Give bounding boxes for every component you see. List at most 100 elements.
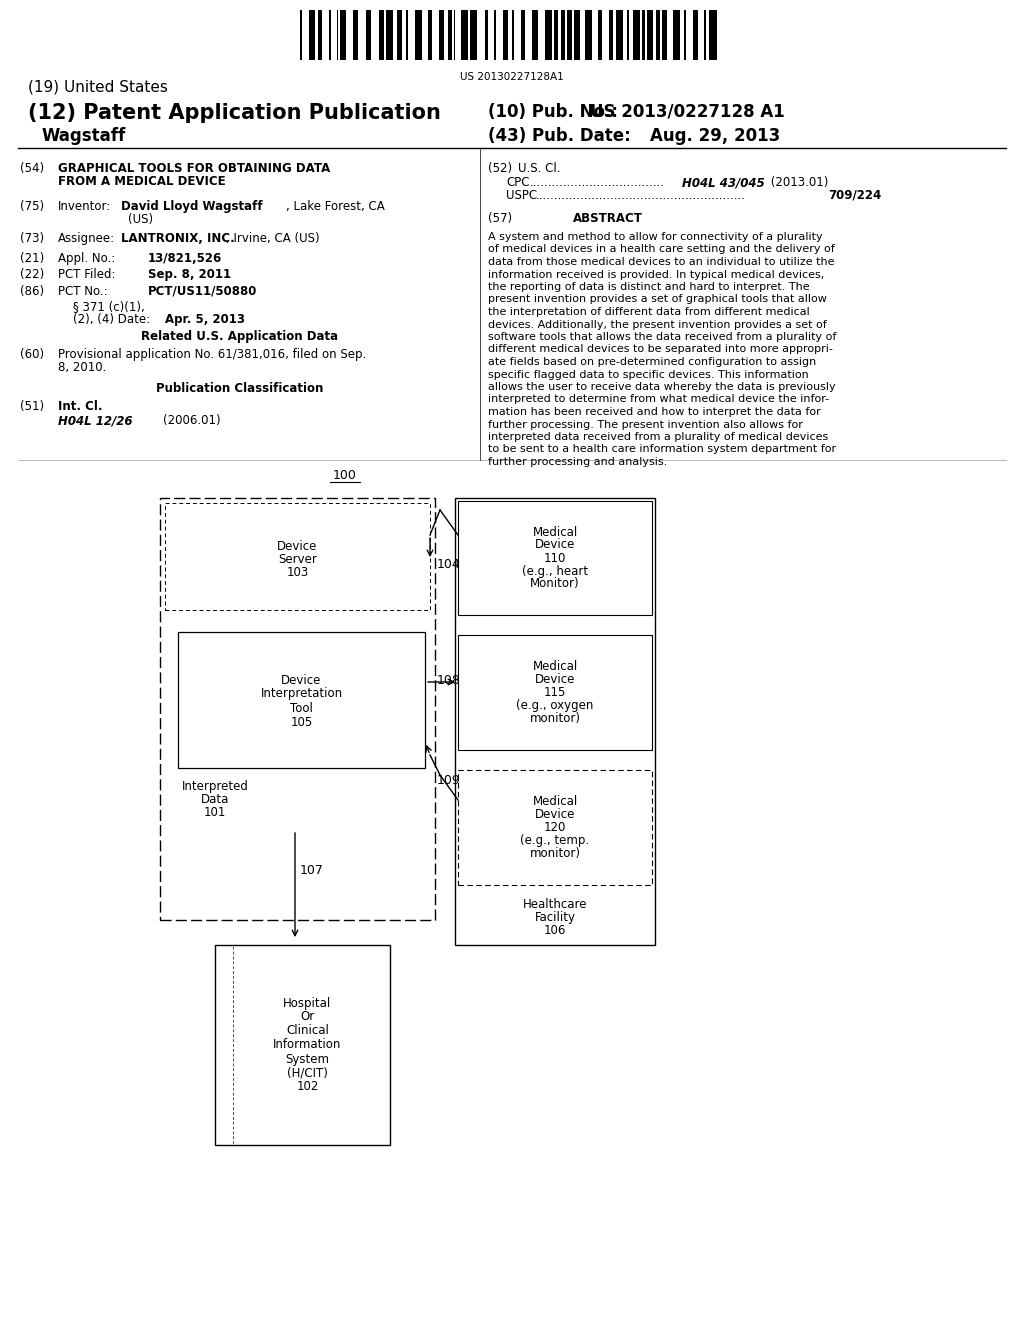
Text: 8, 2010.: 8, 2010. [58,360,106,374]
Text: (10) Pub. No.:: (10) Pub. No.: [488,103,618,121]
Text: (2006.01): (2006.01) [163,414,220,426]
Text: data from those medical devices to an individual to utilize the: data from those medical devices to an in… [488,257,835,267]
Text: Appl. No.:: Appl. No.: [58,252,116,265]
Text: (21): (21) [20,252,44,265]
Text: Device: Device [278,540,317,553]
Text: Device: Device [535,539,575,552]
Bar [642,11,645,59]
Text: (12) Patent Application Publication: (12) Patent Application Publication [28,103,441,123]
Text: Clinical: Clinical [286,1024,329,1038]
Text: § 371 (c)(1),: § 371 (c)(1), [73,300,144,313]
Text: Information: Information [273,1039,342,1052]
Bar [710,11,717,59]
Text: ate fields based on pre-determined configuration to assign: ate fields based on pre-determined confi… [488,356,816,367]
Bar [627,11,629,59]
Text: 104: 104 [437,558,461,572]
Bar [353,11,358,59]
Bar [554,11,558,59]
Text: Medical: Medical [532,525,578,539]
Text: Sep. 8, 2011: Sep. 8, 2011 [148,268,231,281]
Bar [340,11,346,59]
Text: LANTRONIX, INC.: LANTRONIX, INC. [121,232,234,246]
Bar [574,11,580,59]
Bar [449,11,452,59]
Text: US 20130227128A1: US 20130227128A1 [460,73,564,82]
Text: Publication Classification: Publication Classification [157,381,324,395]
Text: H04L 12/26: H04L 12/26 [58,414,132,426]
Bar [318,11,322,59]
Bar [337,11,338,59]
Text: Apr. 5, 2013: Apr. 5, 2013 [165,313,245,326]
Text: , Irvine, CA (US): , Irvine, CA (US) [226,232,319,246]
Bar [503,11,508,59]
Text: Medical: Medical [532,660,578,673]
Text: (51): (51) [20,400,44,413]
Text: interpreted data received from a plurality of medical devices: interpreted data received from a plurali… [488,432,828,442]
Text: (52): (52) [488,162,512,176]
Text: (60): (60) [20,348,44,360]
Text: ........................................................: ........................................… [536,189,746,202]
Text: ABSTRACT: ABSTRACT [573,213,643,224]
Text: (86): (86) [20,285,44,298]
Bar [684,11,686,59]
Text: ....................................: .................................... [530,176,665,189]
Bar [585,11,593,59]
Text: David Lloyd Wagstaff: David Lloyd Wagstaff [121,201,262,213]
Text: 109: 109 [437,774,461,787]
Bar [662,11,668,59]
Bar [458,502,652,615]
Text: Device: Device [535,673,575,686]
Text: (22): (22) [20,268,44,281]
Bar [215,945,390,1144]
Bar [165,503,430,610]
Text: (57): (57) [488,213,512,224]
Text: (73): (73) [20,232,44,246]
Text: to be sent to a health care information system department for: to be sent to a health care information … [488,445,837,454]
Text: 709/224: 709/224 [828,189,882,202]
Text: the interpretation of different data from different medical: the interpretation of different data fro… [488,308,810,317]
Bar [703,11,706,59]
Text: (e.g., heart: (e.g., heart [522,565,588,578]
Bar [455,498,655,945]
Bar [461,11,468,59]
Text: (2013.01): (2013.01) [767,176,828,189]
Text: (75): (75) [20,201,44,213]
Bar [609,11,612,59]
Bar [598,11,601,59]
Text: CPC: CPC [506,176,529,189]
Text: 103: 103 [287,566,308,579]
Text: A system and method to allow for connectivity of a plurality: A system and method to allow for connect… [488,232,822,242]
Text: 102: 102 [296,1081,318,1093]
Bar [458,635,652,750]
Text: PCT Filed:: PCT Filed: [58,268,116,281]
Text: Monitor): Monitor) [530,578,580,590]
Bar [693,11,698,59]
Text: Device: Device [282,673,322,686]
Bar [215,945,233,1144]
Text: present invention provides a set of graphical tools that allow: present invention provides a set of grap… [488,294,826,305]
Text: Hospital: Hospital [284,997,332,1010]
Text: FROM A MEDICAL DEVICE: FROM A MEDICAL DEVICE [58,176,225,187]
Text: (e.g., temp.: (e.g., temp. [520,834,590,847]
Bar [379,11,384,59]
Text: (H/CIT): (H/CIT) [287,1067,328,1080]
Text: further processing and analysis.: further processing and analysis. [488,457,668,467]
Text: information received is provided. In typical medical devices,: information received is provided. In typ… [488,269,824,280]
Bar [633,11,640,59]
Text: Device: Device [535,808,575,821]
Text: Aug. 29, 2013: Aug. 29, 2013 [650,127,780,145]
Text: USPC: USPC [506,189,538,202]
Text: Medical: Medical [532,795,578,808]
Bar [300,11,302,59]
Text: GRAPHICAL TOOLS FOR OBTAINING DATA: GRAPHICAL TOOLS FOR OBTAINING DATA [58,162,331,176]
Text: (e.g., oxygen: (e.g., oxygen [516,700,594,711]
Text: Assignee:: Assignee: [58,232,115,246]
Text: 106: 106 [544,924,566,937]
Text: 13/821,526: 13/821,526 [148,252,222,265]
Text: 100: 100 [333,469,357,482]
Text: Tool: Tool [290,701,313,714]
Bar [406,11,408,59]
Bar [512,11,514,59]
Text: different medical devices to be separated into more appropri-: different medical devices to be separate… [488,345,833,355]
Text: devices. Additionally, the present invention provides a set of: devices. Additionally, the present inven… [488,319,826,330]
